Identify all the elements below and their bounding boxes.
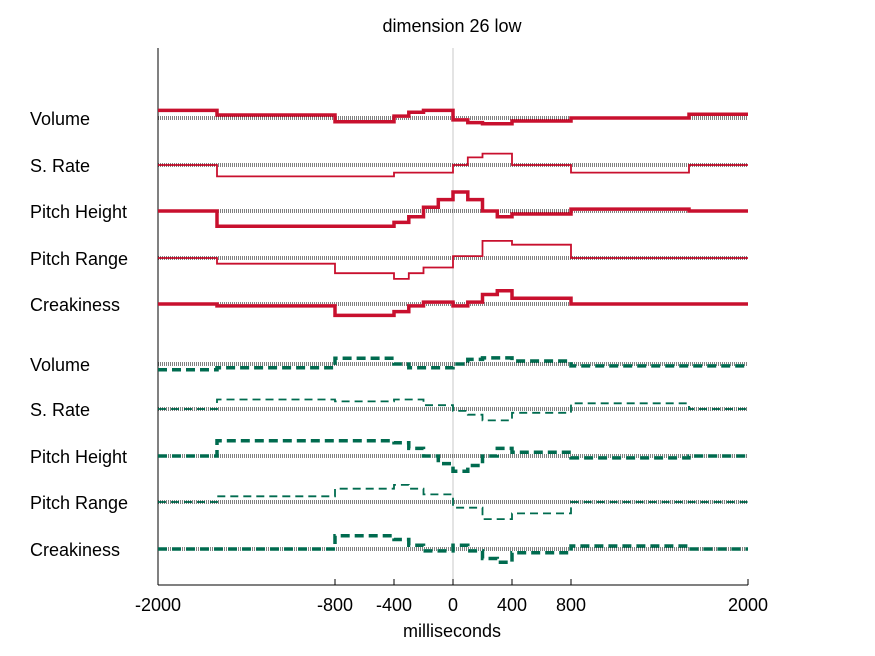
series-label: Pitch Height (30, 202, 127, 222)
series-label: Volume (30, 355, 90, 375)
series-label: Creakiness (30, 295, 120, 315)
plot-area: -2000 -800 -400 0 400 800 2000 Volume S. Rate Pit… (30, 48, 768, 615)
series-line-high-creakiness (158, 288, 748, 318)
series-line-high-pitch-range (158, 240, 748, 280)
series-label: S. Rate (30, 156, 90, 176)
x-tick-label: 0 (448, 595, 458, 615)
series-label: Creakiness (30, 540, 120, 560)
x-tick-label: 2000 (728, 595, 768, 615)
series-label: Pitch Range (30, 249, 128, 269)
series-line-high-volume (158, 108, 748, 126)
series-line-low-pitch-height (158, 439, 748, 473)
chart-title: dimension 26 low (382, 16, 522, 36)
series-line-low-creakiness (158, 533, 748, 565)
series-line-low-pitch-range (158, 484, 748, 520)
series-line-high-s-rate (158, 152, 748, 178)
x-tick-label: -800 (317, 595, 353, 615)
x-tick-label: -2000 (135, 595, 181, 615)
x-tick-label: -400 (376, 595, 412, 615)
series-label: Pitch Height (30, 447, 127, 467)
x-axis-label: milliseconds (403, 621, 501, 641)
x-tick-label: 800 (556, 595, 586, 615)
series-label: Pitch Range (30, 493, 128, 513)
x-tick-label: 400 (497, 595, 527, 615)
series-label: Volume (30, 109, 90, 129)
series-label: S. Rate (30, 400, 90, 420)
series-line-low-s-rate (158, 398, 748, 422)
series-line-high-pitch-height (158, 190, 748, 228)
